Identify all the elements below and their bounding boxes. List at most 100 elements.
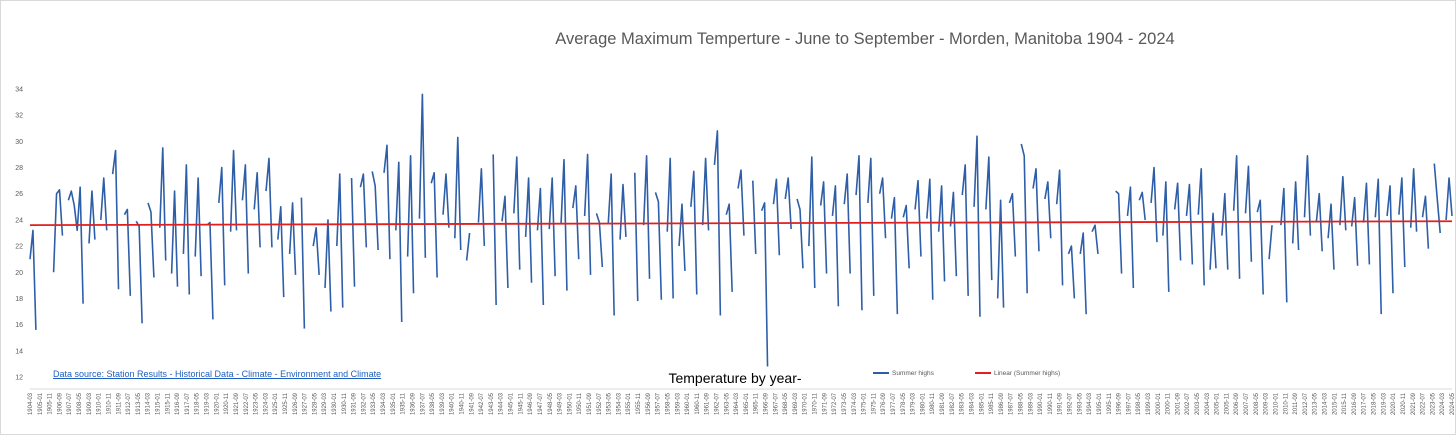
x-tick-label: 1918-05 xyxy=(195,392,201,415)
legend-swatch-linear-trend xyxy=(975,372,991,375)
legend-item-summer-highs: Summer highs xyxy=(873,370,934,377)
x-tick-label: 2019-03 xyxy=(1381,392,1387,415)
x-tick-label: 2005-11 xyxy=(1224,392,1230,414)
x-tick-label: 1910-11 xyxy=(106,392,112,414)
x-tick-label: 1995-11 xyxy=(1107,392,1113,414)
x-tick-label: 1990-01 xyxy=(1038,392,1044,415)
x-tick-label: 1967-07 xyxy=(773,392,779,415)
x-tick-label: 1916-09 xyxy=(175,392,181,415)
x-tick-label: 1915-01 xyxy=(155,392,161,415)
x-tick-label: 1974-03 xyxy=(852,392,858,415)
x-tick-label: 1933-05 xyxy=(371,392,377,415)
x-tick-label: 1945-01 xyxy=(509,392,515,415)
x-tick-label: 1992-07 xyxy=(1068,392,1074,415)
x-tick-label: 2010-01 xyxy=(1273,392,1279,415)
x-tick-label: 2013-05 xyxy=(1313,392,1319,415)
x-tick-label: 1982-07 xyxy=(950,392,956,415)
x-tick-label: 1922-07 xyxy=(244,392,250,415)
x-tick-label: 1952-07 xyxy=(597,392,603,415)
x-tick-label: 2007-07 xyxy=(1244,392,1250,415)
x-tick-label: 1958-05 xyxy=(665,392,671,415)
x-tick-label: 1989-03 xyxy=(1028,392,1034,415)
x-tick-label: 1983-05 xyxy=(960,392,966,415)
x-tick-label: 1972-07 xyxy=(832,392,838,415)
x-tick-label: 1940-01 xyxy=(450,392,456,415)
x-tick-label: 1925-01 xyxy=(273,392,279,415)
x-tick-label: 2002-07 xyxy=(1185,392,1191,415)
x-tick-label: 1984-03 xyxy=(969,392,975,415)
x-tick-label: 2015-01 xyxy=(1332,392,1338,415)
legend-swatch-summer-highs xyxy=(873,372,889,375)
x-tick-label: 1998-05 xyxy=(1136,392,1142,415)
x-tick-label: 2024-05 xyxy=(1450,392,1456,415)
x-tick-label: 2020-11 xyxy=(1401,392,1407,414)
x-tick-label: 2017-07 xyxy=(1362,392,1368,415)
x-tick-label: 1912-07 xyxy=(126,392,132,415)
x-tick-label: 1962-07 xyxy=(714,392,720,415)
y-tick-label: 30 xyxy=(15,139,23,146)
x-tick-label: 1917-07 xyxy=(185,392,191,415)
x-tick-label: 1948-05 xyxy=(548,392,554,415)
x-tick-label: 2011-09 xyxy=(1293,392,1299,414)
x-tick-label: 1997-07 xyxy=(1126,392,1132,415)
x-tick-label: 1943-05 xyxy=(489,392,495,415)
x-tick-label: 1944-03 xyxy=(499,392,505,415)
x-tick-label: 1923-05 xyxy=(254,392,260,415)
x-tick-label: 1968-05 xyxy=(783,392,789,415)
x-tick-label: 1935-11 xyxy=(401,392,407,414)
x-tick-label: 1985-11 xyxy=(989,392,995,414)
x-tick-label: 1909-03 xyxy=(87,392,93,415)
x-tick-label: 1955-01 xyxy=(626,392,632,415)
series-layer xyxy=(29,93,1453,367)
data-source-link[interactable]: Data source: Station Results - Historica… xyxy=(53,369,382,379)
y-tick-label: 22 xyxy=(15,244,23,251)
x-tick-label: 1965-11 xyxy=(754,392,760,414)
x-tick-label: 1965-01 xyxy=(744,392,750,415)
x-tick-label: 2018-05 xyxy=(1372,392,1378,415)
legend-item-linear-trend: Linear (Summer highs) xyxy=(975,370,1060,377)
x-tick-label: 1988-05 xyxy=(1018,392,1024,415)
x-tick-label: 1979-03 xyxy=(911,392,917,415)
x-tick-label: 1937-07 xyxy=(420,392,426,415)
x-tick-label: 1976-09 xyxy=(881,392,887,415)
x-tick-label: 1931-09 xyxy=(352,392,358,415)
x-tick-label: 1996-09 xyxy=(1117,392,1123,415)
x-tick-label: 2016-09 xyxy=(1352,392,1358,415)
x-tick-label: 1971-09 xyxy=(822,392,828,415)
x-tick-label: 1936-09 xyxy=(410,392,416,415)
x-tick-label: 1980-01 xyxy=(920,392,926,415)
x-tick-label: 1913-05 xyxy=(136,392,142,415)
x-tick-label: 2008-05 xyxy=(1254,392,1260,415)
x-tick-label: 1981-09 xyxy=(940,392,946,415)
x-tick-label: 1970-11 xyxy=(813,392,819,414)
y-tick-label: 16 xyxy=(15,322,23,329)
legend-label-linear-trend: Linear (Summer highs) xyxy=(994,370,1061,377)
y-tick-label: 34 xyxy=(15,87,23,94)
x-tick-label: 1964-03 xyxy=(734,392,740,415)
y-tick-label: 20 xyxy=(15,270,23,277)
x-tick-label: 1928-05 xyxy=(312,392,318,415)
x-tick-label: 1986-09 xyxy=(999,392,1005,415)
x-tick-label: 1951-09 xyxy=(587,392,593,415)
x-tick-label: 2021-09 xyxy=(1411,392,1417,415)
x-tick-label: 1942-07 xyxy=(479,392,485,415)
x-axis-title: Temperature by year- xyxy=(668,370,802,386)
x-tick-label: 1980-11 xyxy=(930,392,936,414)
x-tick-label: 2012-07 xyxy=(1303,392,1309,415)
x-tick-label: 2000-11 xyxy=(1166,392,1172,414)
x-tick-label: 1963-05 xyxy=(724,392,730,415)
x-tick-label: 1932-07 xyxy=(361,392,367,415)
x-tick-label: 1969-03 xyxy=(793,392,799,415)
x-tick-label: 1911-09 xyxy=(116,392,122,414)
x-tick-label: 1947-07 xyxy=(538,392,544,415)
x-tick-label: 1970-01 xyxy=(803,392,809,415)
x-tick-label: 2009-03 xyxy=(1264,392,1270,415)
x-tick-label: 1991-09 xyxy=(1058,392,1064,415)
x-tick-label: 1950-01 xyxy=(567,392,573,415)
x-tick-label: 2020-01 xyxy=(1391,392,1397,415)
x-tick-label: 1955-11 xyxy=(636,392,642,414)
x-tick-label: 1920-01 xyxy=(214,392,220,415)
x-tick-label: 2000-01 xyxy=(1156,392,1162,415)
x-tick-label: 1907-07 xyxy=(67,392,73,415)
